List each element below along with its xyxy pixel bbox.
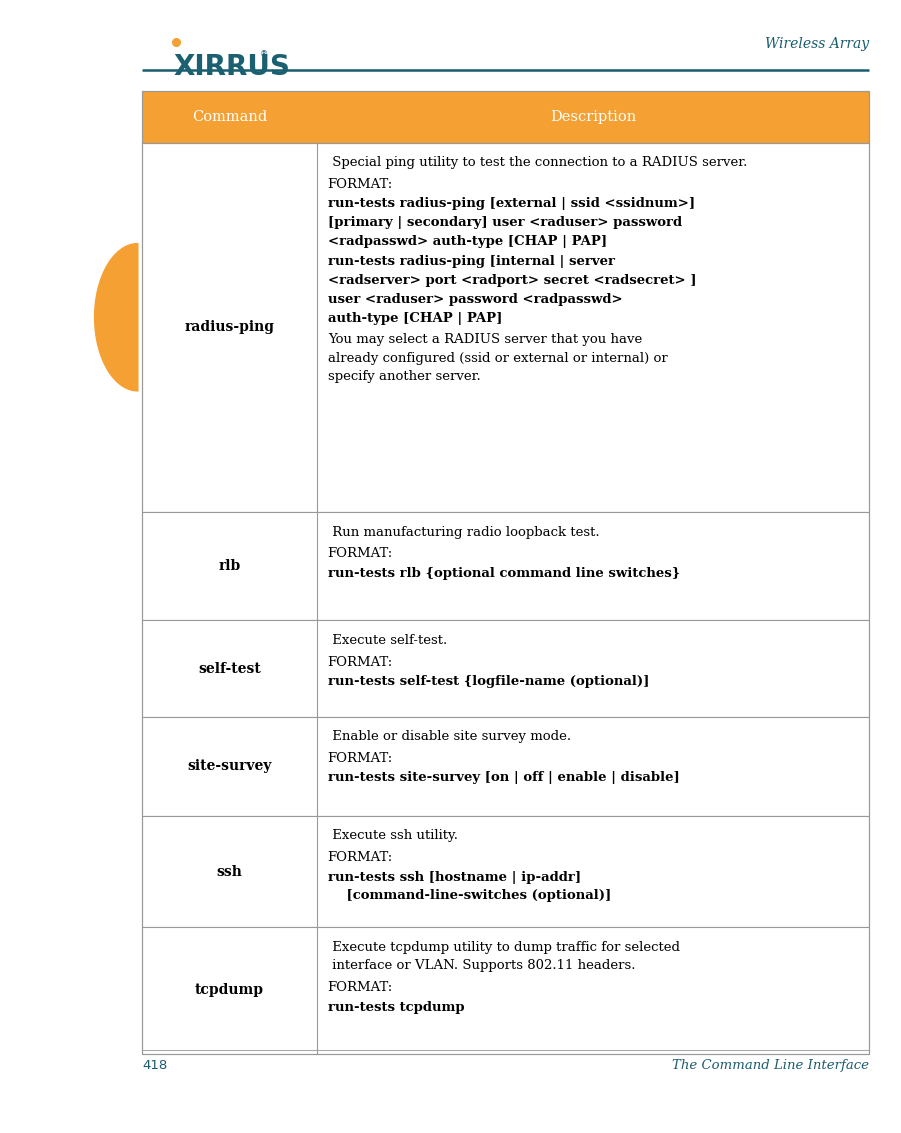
Text: Execute tcpdump utility to dump traffic for selected: Execute tcpdump utility to dump traffic … bbox=[328, 940, 679, 954]
Text: radius-ping: radius-ping bbox=[185, 321, 275, 334]
Text: self-test: self-test bbox=[198, 662, 261, 675]
Bar bbox=[142, 91, 869, 143]
Text: run-tests site-survey [on | off | enable | disable]: run-tests site-survey [on | off | enable… bbox=[328, 772, 679, 784]
Text: FORMAT:: FORMAT: bbox=[328, 547, 393, 561]
Text: Execute self-test.: Execute self-test. bbox=[328, 634, 447, 647]
Text: <radpasswd> auth-type [CHAP | PAP]: <radpasswd> auth-type [CHAP | PAP] bbox=[328, 235, 606, 248]
Text: FORMAT:: FORMAT: bbox=[328, 751, 393, 765]
Text: site-survey: site-survey bbox=[187, 759, 272, 773]
Text: Description: Description bbox=[550, 110, 636, 123]
Text: The Command Line Interface: The Command Line Interface bbox=[672, 1058, 869, 1072]
Text: [command-line-switches (optional)]: [command-line-switches (optional)] bbox=[328, 889, 611, 902]
Bar bbox=[142, 621, 869, 717]
Text: run-tests tcpdump: run-tests tcpdump bbox=[328, 1000, 464, 1014]
Bar bbox=[142, 91, 869, 1054]
Text: Wireless Array: Wireless Array bbox=[765, 37, 869, 51]
Text: rlb: rlb bbox=[218, 560, 241, 573]
Text: run-tests radius-ping [internal | server: run-tests radius-ping [internal | server bbox=[328, 255, 614, 269]
Text: ssh: ssh bbox=[216, 864, 242, 878]
Text: run-tests radius-ping [external | ssid <ssidnum>]: run-tests radius-ping [external | ssid <… bbox=[328, 197, 695, 211]
Text: Special ping utility to test the connection to a RADIUS server.: Special ping utility to test the connect… bbox=[328, 156, 747, 169]
Text: <radserver> port <radport> secret <radsecret> ]: <radserver> port <radport> secret <radse… bbox=[328, 274, 696, 287]
Text: [primary | secondary] user <raduser> password: [primary | secondary] user <raduser> pas… bbox=[328, 216, 682, 229]
Text: specify another server.: specify another server. bbox=[328, 370, 480, 383]
Text: tcpdump: tcpdump bbox=[196, 983, 264, 997]
Bar bbox=[142, 927, 869, 1054]
Text: ®: ® bbox=[259, 50, 268, 59]
Text: Execute ssh utility.: Execute ssh utility. bbox=[328, 829, 458, 843]
Text: run-tests ssh [hostname | ip-addr]: run-tests ssh [hostname | ip-addr] bbox=[328, 870, 581, 884]
Text: Run manufacturing radio loopback test.: Run manufacturing radio loopback test. bbox=[328, 526, 599, 539]
Text: interface or VLAN. Supports 802.11 headers.: interface or VLAN. Supports 802.11 heade… bbox=[328, 960, 635, 972]
Text: FORMAT:: FORMAT: bbox=[328, 178, 393, 190]
Text: already configured (ssid or external or internal) or: already configured (ssid or external or … bbox=[328, 351, 668, 365]
Text: Enable or disable site survey mode.: Enable or disable site survey mode. bbox=[328, 731, 571, 743]
Bar bbox=[142, 143, 869, 512]
Text: FORMAT:: FORMAT: bbox=[328, 851, 393, 864]
Text: 418: 418 bbox=[142, 1058, 168, 1072]
Bar bbox=[142, 816, 869, 927]
Bar bbox=[142, 717, 869, 816]
Text: run-tests rlb {optional command line switches}: run-tests rlb {optional command line swi… bbox=[328, 566, 680, 580]
Text: run-tests self-test {logfile-name (optional)]: run-tests self-test {logfile-name (optio… bbox=[328, 675, 649, 688]
Text: auth-type [CHAP | PAP]: auth-type [CHAP | PAP] bbox=[328, 312, 502, 324]
Text: user <raduser> password <radpasswd>: user <raduser> password <radpasswd> bbox=[328, 292, 623, 306]
Polygon shape bbox=[95, 244, 138, 391]
Bar bbox=[142, 512, 869, 621]
Text: FORMAT:: FORMAT: bbox=[328, 981, 393, 994]
Text: You may select a RADIUS server that you have: You may select a RADIUS server that you … bbox=[328, 333, 642, 346]
Text: Command: Command bbox=[192, 110, 268, 123]
Text: FORMAT:: FORMAT: bbox=[328, 656, 393, 668]
Text: XIRRUS: XIRRUS bbox=[173, 53, 290, 82]
